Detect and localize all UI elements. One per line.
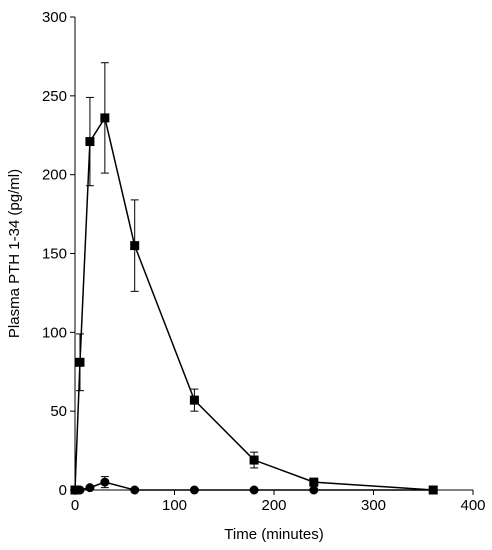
series-circle <box>70 476 438 495</box>
data-point-circle <box>85 483 95 493</box>
x-axis-title: Time (minutes) <box>224 526 323 543</box>
data-point-square <box>75 357 85 367</box>
y-tick-label: 150 <box>42 246 67 263</box>
data-point-square <box>100 113 110 123</box>
x-tick-label: 400 <box>460 497 485 514</box>
y-axis-title: Plasma PTH 1-34 (pg/ml) <box>6 169 23 338</box>
data-point-square <box>130 241 140 251</box>
y-tick-label: 0 <box>59 482 67 499</box>
data-point-circle <box>309 485 319 495</box>
y-tick-label: 300 <box>42 9 67 26</box>
axes: 0 50 100 150 200 250 300 0 100 200 300 400 <box>42 9 486 514</box>
data-point-circle <box>189 485 199 495</box>
data-point-square <box>85 137 95 147</box>
y-tick-label: 200 <box>42 167 67 184</box>
data-series <box>70 62 438 495</box>
data-point-square <box>189 395 199 405</box>
x-tick-label: 200 <box>261 497 286 514</box>
data-point-circle <box>75 485 85 495</box>
y-tick-label: 50 <box>50 403 67 420</box>
x-tick-label: 100 <box>162 497 187 514</box>
y-tick-label: 250 <box>42 88 67 105</box>
data-point-circle <box>249 485 259 495</box>
x-tick-label: 0 <box>71 497 79 514</box>
x-tick-label: 300 <box>361 497 386 514</box>
y-tick-label: 100 <box>42 324 67 341</box>
data-point-square <box>309 477 319 487</box>
data-point-circle <box>100 477 110 487</box>
data-point-circle <box>130 485 140 495</box>
data-point-square <box>249 455 259 465</box>
data-point-circle <box>428 485 438 495</box>
series-square <box>70 62 438 495</box>
series-line <box>74 115 434 491</box>
